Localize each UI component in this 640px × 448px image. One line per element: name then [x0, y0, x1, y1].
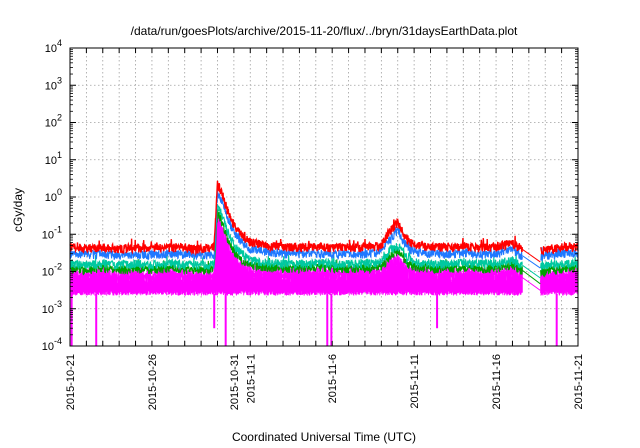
series-gap-bridge: [521, 255, 541, 269]
y-axis-label: cGy/day: [11, 188, 25, 232]
y-tick-label: 10-1: [42, 224, 62, 241]
x-tick-label: 2015-11-16: [491, 354, 503, 409]
plot-area: [69, 180, 579, 346]
y-tick-label: 100: [45, 187, 62, 204]
x-tick-label: 2015-11-11: [409, 354, 421, 409]
chart-title: /data/run/goesPlots/archive/2015-11-20/f…: [131, 24, 518, 38]
y-tick-label: 103: [45, 75, 62, 92]
series-line: [69, 204, 579, 271]
grid: [70, 48, 578, 346]
series-gap-bridge: [521, 264, 541, 279]
y-tick-label: 10-3: [42, 299, 62, 316]
x-tick-label: 2015-11-6: [327, 354, 339, 403]
y-tick-label: 10-4: [42, 336, 62, 353]
y-tick-label: 101: [45, 150, 62, 167]
series-gap-bridge: [521, 269, 541, 285]
axis-ticks: 10-4 10-3 10-2 10-1 100 101 102 103 104 2015-10-2…: [42, 38, 585, 410]
series-gap-bridge: [521, 248, 541, 263]
series-line: [69, 217, 579, 283]
x-tick-label: 2015-10-26: [147, 354, 159, 410]
y-tick-label: 104: [45, 38, 62, 55]
x-axis-label: Coordinated Universal Time (UTC): [232, 430, 416, 444]
y-tick-label: 10-2: [42, 262, 62, 279]
x-tick-label: 2015-10-31: [229, 354, 241, 410]
x-tick-label: 2015-10-21: [65, 354, 77, 410]
x-tick-label: 2015-11-21: [573, 354, 585, 409]
x-tick-label: 2015-11-1: [245, 354, 257, 403]
series-gap-bridge: [521, 277, 541, 291]
series-line: [69, 180, 579, 257]
y-tick-label: 102: [45, 113, 62, 130]
